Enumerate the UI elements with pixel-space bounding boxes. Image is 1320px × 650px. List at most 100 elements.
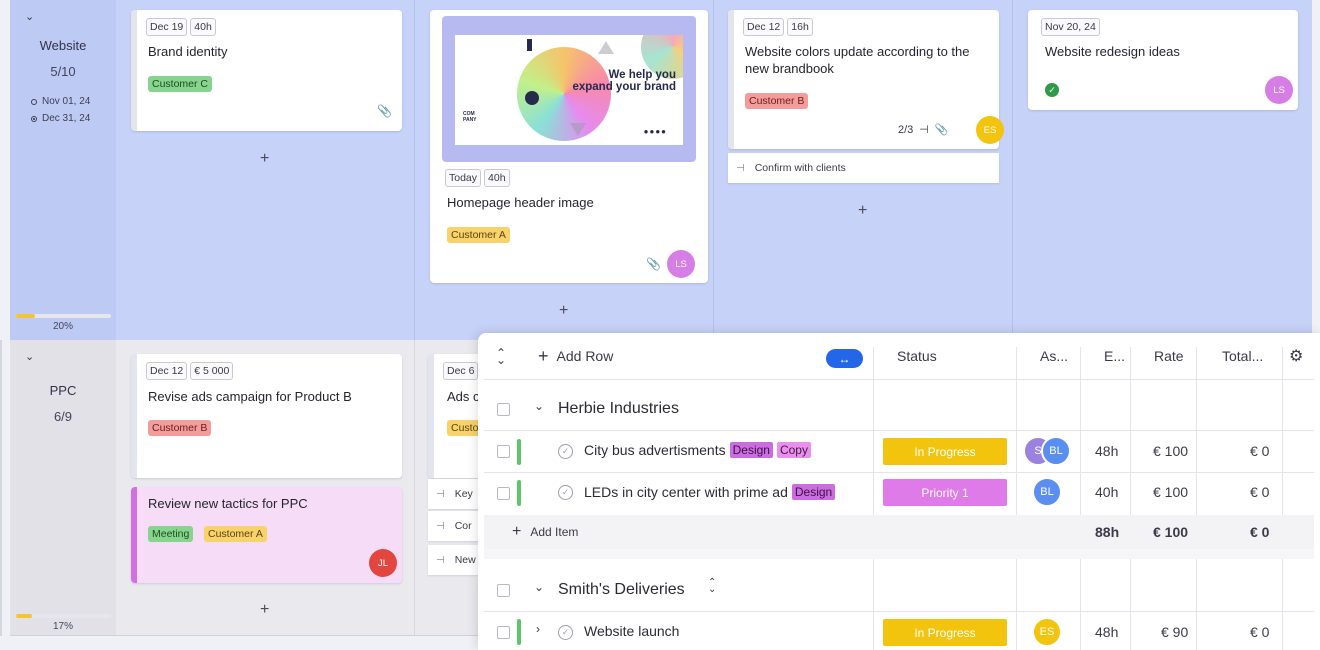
table-row[interactable]: City bus advertisments Design Copy: [584, 442, 811, 458]
status-badge[interactable]: In Progress: [883, 438, 1007, 465]
avatar[interactable]: LS: [667, 250, 695, 278]
subtask-label: Confirm with clients: [754, 162, 846, 174]
avatar[interactable]: ES: [976, 116, 1004, 144]
complete-check-icon[interactable]: ✓: [558, 444, 573, 459]
add-card-button[interactable]: +: [260, 601, 270, 618]
end-date-text: Dec 31, 24: [42, 113, 91, 124]
design-tag: Design: [729, 442, 773, 458]
avatar[interactable]: JL: [369, 549, 397, 577]
group-summary-row: [484, 515, 1314, 549]
card-title: Review new tactics for PPC: [148, 496, 308, 511]
avatar[interactable]: LS: [1265, 76, 1293, 104]
add-item-button[interactable]: + Add Item: [512, 523, 578, 541]
avatar[interactable]: ES: [1032, 617, 1062, 647]
add-card-button[interactable]: +: [559, 302, 569, 319]
avatar[interactable]: BL: [1032, 477, 1062, 507]
status-badge[interactable]: In Progress: [883, 619, 1007, 646]
subtask-label: Key: [454, 488, 473, 500]
card-title: Website redesign ideas: [1045, 44, 1180, 59]
group-title[interactable]: Smith's Deliveries: [558, 581, 685, 598]
table-row[interactable]: Website launch: [584, 623, 679, 639]
lane-count: 6/9: [53, 409, 73, 424]
column-header-rate[interactable]: Rate: [1154, 348, 1184, 364]
chevron-down-icon[interactable]: ⌄: [25, 351, 35, 363]
sort-icon[interactable]: ⌃ ⌄: [708, 577, 717, 595]
subtask-row[interactable]: ⊣ Confirm with clients: [728, 153, 999, 183]
rate-cell[interactable]: € 100: [1153, 443, 1189, 459]
card-website-redesign-ideas[interactable]: Nov 20, 24 Website redesign ideas ✓ LS: [1028, 10, 1298, 110]
card-brand-identity[interactable]: Dec 19 40h Brand identity Customer C 📎: [131, 10, 402, 131]
row-checkbox[interactable]: [497, 626, 510, 639]
chevron-down-icon[interactable]: ⌄: [534, 399, 545, 413]
add-card-button[interactable]: +: [858, 202, 868, 219]
hours-chip: 40h: [484, 169, 510, 187]
hours-chip: 40h: [190, 18, 216, 36]
subtask-label: Cor: [454, 520, 472, 532]
rate-cell[interactable]: € 90: [1161, 624, 1189, 640]
end-date-icon: [31, 115, 37, 122]
card-homepage-header-image[interactable]: We help you expand your brand COM PANY ●●…: [430, 10, 708, 283]
group-checkbox[interactable]: [497, 584, 510, 597]
add-row-button[interactable]: + Add Row: [538, 333, 613, 379]
status-badge[interactable]: Priority 1: [883, 479, 1007, 506]
due-date-chip: Today: [445, 169, 482, 187]
customer-tag: Customer C: [148, 76, 213, 92]
column-header-total[interactable]: Total...: [1222, 348, 1264, 364]
chevron-right-icon[interactable]: ›: [536, 622, 540, 636]
add-row-label: Add Row: [556, 348, 614, 364]
subtask-icon: ⊣: [436, 554, 445, 566]
due-date-chip: Dec 19: [146, 18, 188, 36]
row-name: Website launch: [584, 623, 680, 639]
column-header-assignee[interactable]: As...: [1040, 348, 1069, 364]
card-title: Revise ads campaign for Product B: [148, 389, 352, 404]
chevron-down-icon[interactable]: ⌄: [25, 11, 35, 23]
lane-header-ppc: ⌄ PPC 6/9 17%: [10, 340, 116, 635]
estimate-cell[interactable]: 48h: [1095, 624, 1119, 640]
table-panel: ⌃ ⌄ + Add Row ↔ Status As... E... Rate To…: [478, 333, 1320, 650]
table-row[interactable]: LEDs in city center with prime ad Design: [584, 484, 836, 500]
card-revise-ads-campaign[interactable]: Dec 12 € 5 000 Revise ads campaign for P…: [131, 354, 402, 478]
card-meta: 2/3 ⊣ 📎: [898, 123, 949, 137]
card-title: Brand identity: [148, 44, 228, 59]
estimate-cell[interactable]: 48h: [1095, 443, 1119, 459]
sum-rate: € 100: [1153, 524, 1189, 540]
total-cell: € 0: [1250, 484, 1270, 500]
add-item-label: Add Item: [530, 525, 579, 539]
due-date-chip: Dec 6: [443, 362, 479, 380]
row-name: LEDs in city center with prime ad: [584, 484, 788, 500]
customer-tag: Customer A: [204, 526, 267, 542]
lane-progress-label: 17%: [52, 621, 73, 632]
complete-check-icon[interactable]: ✓: [558, 485, 573, 500]
group-checkbox[interactable]: [497, 403, 510, 416]
paperclip-icon: 📎: [934, 124, 949, 136]
start-date-text: Nov 01, 24: [42, 96, 91, 107]
poster-image: We help you expand your brand COM PANY ●●…: [455, 35, 683, 145]
collapse-all-icon[interactable]: ⌃ ⌄: [496, 346, 507, 367]
subtask-icon: ⊣: [919, 124, 929, 136]
complete-check-icon[interactable]: ✓: [558, 625, 573, 640]
card-website-colors[interactable]: Dec 12 16h Website colors update accordi…: [728, 10, 1004, 149]
subtask-icon: ⊣: [736, 162, 745, 174]
card-review-tactics[interactable]: Review new tactics for PPC Meeting Custo…: [131, 487, 402, 583]
column-header-estimate[interactable]: E...: [1104, 348, 1126, 364]
plus-icon: +: [512, 523, 522, 540]
plus-icon: +: [538, 345, 549, 366]
hours-chip: 16h: [787, 18, 813, 36]
group-title[interactable]: Herbie Industries: [558, 400, 679, 417]
due-date-chip: Dec 12: [743, 18, 785, 36]
total-cell: € 0: [1250, 443, 1270, 459]
settings-gear-icon[interactable]: ⚙: [1289, 348, 1304, 365]
lane-website: ⌄ Website 5/10 Nov 01, 24 Dec 31, 24 20%…: [10, 0, 1312, 340]
estimate-cell[interactable]: 40h: [1095, 484, 1119, 500]
avatar[interactable]: BL: [1041, 436, 1071, 466]
add-card-button[interactable]: +: [260, 150, 270, 167]
customer-tag: Customer A: [447, 227, 510, 243]
rate-cell[interactable]: € 100: [1153, 484, 1189, 500]
column-header-status[interactable]: Status: [897, 348, 937, 364]
expand-width-toggle[interactable]: ↔: [826, 349, 863, 368]
row-checkbox[interactable]: [497, 487, 510, 500]
row-checkbox[interactable]: [497, 445, 510, 458]
design-tag: Design: [791, 484, 836, 500]
paperclip-icon: 📎: [646, 257, 661, 271]
chevron-down-icon[interactable]: ⌄: [534, 580, 545, 594]
